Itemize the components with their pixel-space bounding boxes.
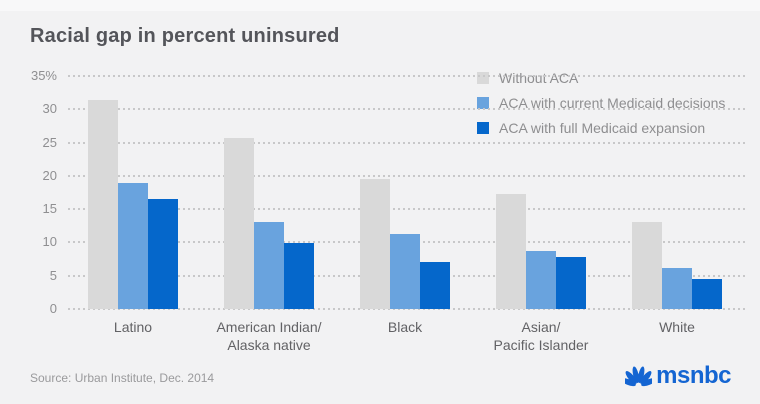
- y-axis-tick-label: 35%: [30, 68, 57, 83]
- gridline-0: [68, 308, 745, 310]
- chart-title: Racial gap in percent uninsured: [30, 25, 340, 47]
- bar: [284, 243, 314, 309]
- legend-item-label: ACA with full Medicaid expansion: [499, 119, 706, 136]
- y-axis-tick-label: 15: [42, 201, 57, 217]
- bar-group-black: [360, 76, 450, 309]
- bar: [224, 138, 254, 309]
- legend-swatch: [477, 71, 489, 84]
- x-axis-category-label: Black: [387, 319, 423, 335]
- bar: [420, 262, 450, 309]
- nbc-peacock-icon: [625, 365, 653, 386]
- legend-item: Without ACA: [477, 65, 725, 90]
- y-axis-tick-label: 0: [49, 301, 57, 316]
- bar: [148, 199, 178, 309]
- bar: [662, 268, 692, 309]
- x-axis-category-label: White: [659, 319, 695, 335]
- bar: [496, 194, 526, 309]
- bar: [556, 257, 586, 309]
- legend-item-label: Without ACA: [499, 69, 579, 86]
- y-axis-tick-label: 10: [42, 234, 57, 250]
- legend-item-label: ACA with current Medicaid decisions: [499, 94, 726, 111]
- bar: [526, 251, 556, 309]
- y-axis-tick-label: 30: [42, 101, 57, 117]
- top-strip: [0, 0, 760, 11]
- y-axis-tick-label: 5: [49, 267, 57, 283]
- bar: [118, 183, 148, 309]
- x-axis-category-label: Latino: [113, 319, 153, 335]
- gridline-20: [68, 174, 745, 177]
- gridline-35: [68, 75, 745, 77]
- legend-swatch: [477, 96, 489, 109]
- bar: [360, 179, 390, 309]
- bar-group-american-indian-: [224, 76, 314, 309]
- bar: [254, 222, 284, 309]
- gridline-15: [68, 208, 745, 211]
- x-axis-category-label: American Indian/Alaska native: [216, 319, 322, 353]
- bar-group-latino: [88, 76, 178, 309]
- legend-item: ACA with full Medicaid expansion: [477, 115, 725, 140]
- legend-swatch: [477, 121, 489, 134]
- legend-item: ACA with current Medicaid decisions: [477, 90, 725, 115]
- legend: Without ACA ACA with current Medicaid dec…: [477, 65, 725, 140]
- y-axis-tick-label: 20: [42, 167, 57, 183]
- y-axis-tick-label: 25: [42, 134, 57, 150]
- brand-logo: msnbc: [625, 362, 731, 390]
- bar: [692, 279, 722, 309]
- brand-wordmark: msnbc: [656, 362, 731, 389]
- bar-group-white: [632, 76, 722, 309]
- bar: [88, 100, 118, 309]
- bar-group-asian-: [496, 76, 586, 309]
- bar: [390, 234, 420, 309]
- gridline-30: [68, 108, 745, 111]
- x-axis-category-label: Asian/Pacific Islander: [493, 319, 589, 353]
- gridline-25: [68, 141, 745, 144]
- bar: [632, 222, 662, 309]
- source-attribution: Source: Urban Institute, Dec. 2014: [30, 371, 215, 385]
